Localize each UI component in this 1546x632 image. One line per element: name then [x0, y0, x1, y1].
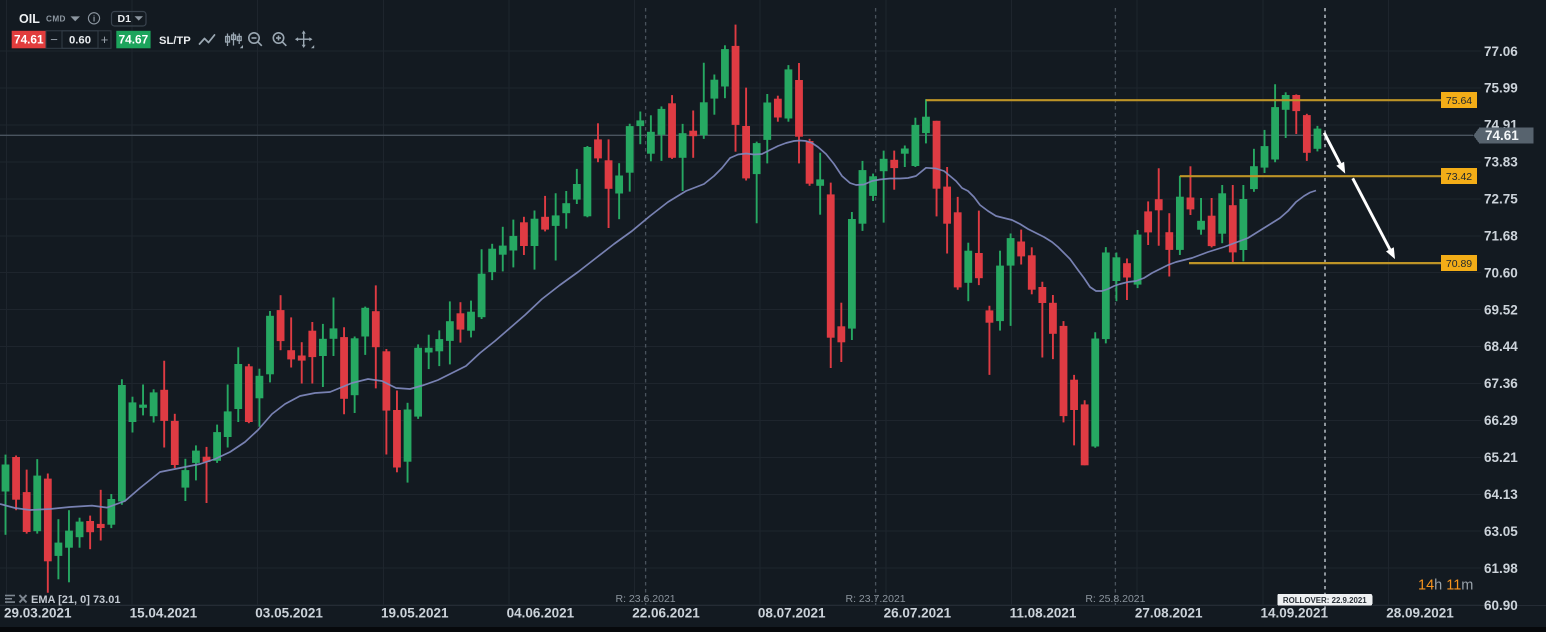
svg-text:69.52: 69.52	[1484, 302, 1518, 317]
svg-text:−: −	[50, 32, 58, 47]
svg-text:74.67: 74.67	[119, 33, 149, 47]
svg-text:04.06.2021: 04.06.2021	[507, 606, 575, 621]
svg-text:28.09.2021: 28.09.2021	[1386, 606, 1454, 621]
svg-text:19.05.2021: 19.05.2021	[381, 606, 449, 621]
svg-text:77.06: 77.06	[1484, 44, 1518, 59]
svg-text:15.04.2021: 15.04.2021	[130, 606, 198, 621]
svg-text:22.06.2021: 22.06.2021	[632, 606, 700, 621]
svg-text:OIL: OIL	[19, 12, 40, 26]
svg-text:0.60: 0.60	[69, 35, 91, 47]
svg-text:EMA [21, 0] 73.01: EMA [21, 0] 73.01	[31, 594, 120, 606]
svg-text:73.42: 73.42	[1446, 171, 1472, 183]
svg-text:R: 23.6.2021: R: 23.6.2021	[616, 593, 676, 605]
svg-text:71.68: 71.68	[1484, 228, 1518, 243]
svg-text:65.21: 65.21	[1484, 450, 1518, 465]
svg-text:74.61: 74.61	[14, 33, 44, 47]
svg-text:68.44: 68.44	[1484, 339, 1518, 354]
svg-text:75.99: 75.99	[1484, 81, 1518, 96]
svg-text:R: 23.7.2021: R: 23.7.2021	[846, 593, 906, 605]
svg-text:CMD: CMD	[46, 15, 66, 24]
svg-text:73.83: 73.83	[1484, 155, 1518, 170]
svg-text:R: 25.8.2021: R: 25.8.2021	[1085, 593, 1145, 605]
svg-text:64.13: 64.13	[1484, 487, 1518, 502]
svg-text:70.60: 70.60	[1484, 265, 1518, 280]
svg-text:SL/TP: SL/TP	[159, 35, 191, 47]
svg-text:63.05: 63.05	[1484, 524, 1518, 539]
svg-text:60.90: 60.90	[1484, 598, 1518, 613]
svg-text:75.64: 75.64	[1446, 95, 1472, 107]
svg-text:70.89: 70.89	[1446, 258, 1472, 270]
svg-text:72.75: 72.75	[1484, 192, 1518, 207]
svg-text:27.08.2021: 27.08.2021	[1135, 606, 1203, 621]
svg-text:67.36: 67.36	[1484, 376, 1518, 391]
svg-text:61.98: 61.98	[1484, 561, 1518, 576]
svg-text:i: i	[93, 14, 95, 24]
svg-text:14h 11m: 14h 11m	[1418, 578, 1473, 594]
svg-text:D1: D1	[118, 13, 132, 25]
svg-text:74.61: 74.61	[1485, 128, 1519, 143]
svg-text:+: +	[101, 32, 109, 47]
svg-text:08.07.2021: 08.07.2021	[758, 606, 826, 621]
svg-text:26.07.2021: 26.07.2021	[884, 606, 952, 621]
svg-text:29.03.2021: 29.03.2021	[4, 606, 72, 621]
svg-text:66.29: 66.29	[1484, 413, 1518, 428]
svg-text:ROLLOVER: 22.9.2021: ROLLOVER: 22.9.2021	[1283, 596, 1367, 605]
svg-text:11.08.2021: 11.08.2021	[1010, 606, 1077, 621]
svg-text:03.05.2021: 03.05.2021	[255, 606, 323, 621]
svg-text:14.09.2021: 14.09.2021	[1261, 606, 1329, 621]
